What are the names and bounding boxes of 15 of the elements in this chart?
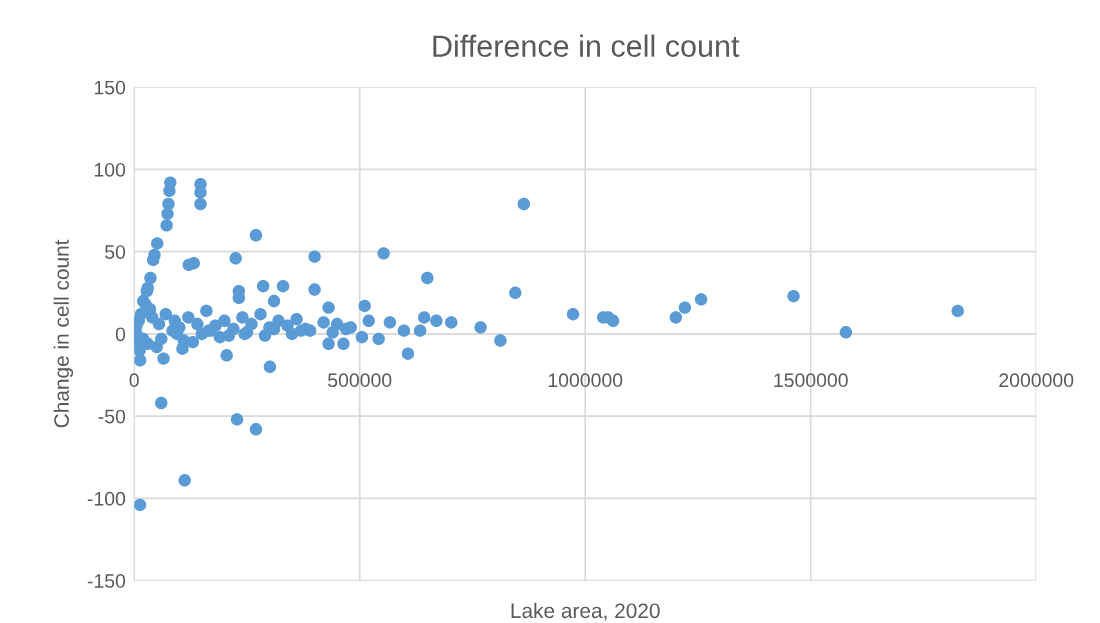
y-tick-label: 100 [94,162,126,177]
y-tick-label: 50 [105,245,126,259]
x-tick-label: 0 [129,373,139,388]
chart-title: Difference in cell count [433,34,740,57]
x-tick-label: 500000 [328,373,392,388]
x-tick-label: 1500000 [774,373,848,388]
x-axis-title: Lake area, 2020 [511,602,660,621]
y-tick-label: 150 [94,80,126,95]
y-tick-label: -50 [98,409,126,424]
x-tick-label: 2000000 [999,373,1074,388]
y-tick-label: 0 [115,327,126,342]
y-axis-title: Change in cell count [53,239,74,428]
x-tick-label: 1000000 [548,373,623,388]
y-tick-label: -150 [87,574,126,588]
y-tick-label: -100 [87,491,126,506]
